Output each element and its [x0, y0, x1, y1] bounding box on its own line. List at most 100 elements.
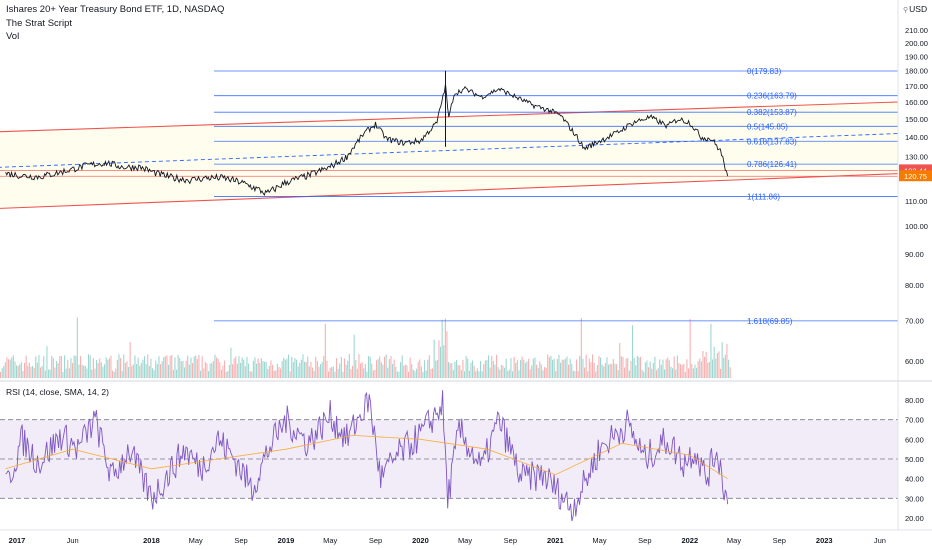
volume-bar — [353, 334, 355, 378]
indicator-legend-strat[interactable]: The Strat Script — [6, 18, 72, 29]
rsi-axis-tick: 80.00 — [905, 396, 924, 405]
chart-title[interactable]: Ishares 20+ Year Treasury Bond ETF, 1D, … — [6, 4, 225, 15]
volume-bar — [12, 355, 14, 378]
volume-bar — [292, 362, 294, 378]
volume-bar — [352, 365, 354, 378]
volume-bar — [713, 346, 715, 378]
volume-bar — [620, 356, 622, 378]
volume-bar — [641, 369, 643, 378]
channel-upper-line[interactable] — [0, 101, 899, 133]
volume-bar — [310, 361, 312, 378]
volume-bar — [460, 370, 462, 378]
price-badge[interactable] — [899, 164, 932, 176]
volume-bar — [729, 367, 731, 378]
volume-bar — [150, 358, 152, 378]
volume-bar — [408, 371, 410, 378]
fib-level-label: 1.618(69.85) — [747, 317, 793, 326]
time-axis-tick: Sep — [369, 536, 382, 545]
volume-bar — [164, 356, 166, 378]
volume-bar — [345, 364, 347, 378]
fibonacci-retracement[interactable]: 0(179.83) 0.236(163.79) 0.382(153.87) 0.5(1… — [0, 67, 898, 326]
volume-bar — [123, 354, 125, 378]
rsi-axis-tick: 20.00 — [905, 514, 924, 523]
volume-bar — [627, 357, 629, 378]
volume-bar — [584, 367, 586, 378]
volume-bar — [83, 365, 85, 378]
volume-bar — [129, 341, 131, 378]
volume-bar — [80, 356, 82, 378]
volume-bar — [108, 358, 110, 378]
volume-bar — [667, 357, 669, 378]
volume-bar — [190, 357, 192, 378]
volume-bar — [377, 359, 379, 378]
volume-bar — [334, 371, 336, 378]
volume-bar — [227, 371, 229, 378]
volume-bar — [443, 345, 445, 378]
volume-bar — [585, 354, 587, 378]
volume-bar — [710, 323, 712, 378]
volume-bar — [195, 355, 197, 378]
volume-bar — [356, 368, 358, 378]
volume-bar — [619, 342, 621, 378]
volume-bar — [438, 340, 440, 378]
price-axis-tick: 70.00 — [905, 316, 924, 325]
fib-level-label: 1(111.86) — [747, 192, 780, 201]
indicator-legend-vol[interactable]: Vol — [6, 31, 20, 42]
volume-bar — [545, 367, 547, 378]
volume-bar — [92, 358, 94, 378]
volume-bar — [577, 371, 579, 378]
regression-channel[interactable] — [0, 101, 899, 209]
volume-bar — [48, 369, 50, 378]
rsi-axis-tick: 60.00 — [905, 435, 924, 444]
volume-bar — [544, 366, 546, 378]
volume-bar — [526, 361, 528, 378]
channel-middle-line[interactable] — [0, 133, 899, 168]
volume-bar — [102, 366, 104, 378]
volume-bar — [540, 364, 542, 378]
time-axis-tick: May — [727, 536, 741, 545]
volume-bar — [705, 351, 707, 378]
price-badge[interactable] — [899, 170, 932, 182]
currency-badge[interactable]: ⚲USD — [903, 4, 927, 14]
volume-bar — [547, 354, 549, 378]
volume-bar — [700, 361, 702, 378]
volume-bar — [272, 364, 274, 378]
time-axis-tick: May — [189, 536, 203, 545]
volume-bar — [73, 355, 75, 378]
volume-bar — [97, 362, 99, 378]
volume-bar — [8, 359, 10, 378]
price-axis-tick: 140.00 — [905, 133, 928, 142]
volume-bar — [91, 369, 93, 378]
volume-bar — [62, 371, 64, 378]
channel-lower-line[interactable] — [0, 173, 899, 209]
volume-bar — [1, 368, 3, 378]
volume-bar — [456, 359, 458, 378]
volume-bar — [640, 356, 642, 378]
volume-bar — [715, 358, 717, 378]
volume-bar — [704, 356, 706, 378]
price-axis-tick: 100.00 — [905, 222, 928, 231]
volume-bar — [680, 364, 682, 378]
volume-bar — [531, 365, 533, 378]
volume-bar — [307, 356, 309, 378]
volume-bar — [683, 363, 685, 378]
volume-bar — [542, 370, 544, 378]
volume-bar — [3, 366, 5, 378]
price-axis-tick: 110.00 — [905, 197, 927, 206]
volume-bar — [436, 359, 438, 378]
volume-bar — [478, 371, 480, 378]
volume-bar — [646, 360, 648, 378]
volume-bar — [515, 362, 517, 378]
volume-bar — [211, 362, 213, 378]
volume-bar — [326, 360, 328, 378]
volume-bar — [686, 359, 688, 378]
volume-bar — [662, 359, 664, 378]
volume-bar — [464, 371, 466, 378]
rsi-pane[interactable]: RSI (14, close, SMA, 14, 2) — [0, 387, 898, 522]
fib-level-label: 0.618(137.83) — [747, 137, 797, 146]
time-axis-tick: Jun — [67, 536, 79, 545]
volume-bar — [179, 358, 181, 378]
volume-bar — [606, 357, 608, 378]
